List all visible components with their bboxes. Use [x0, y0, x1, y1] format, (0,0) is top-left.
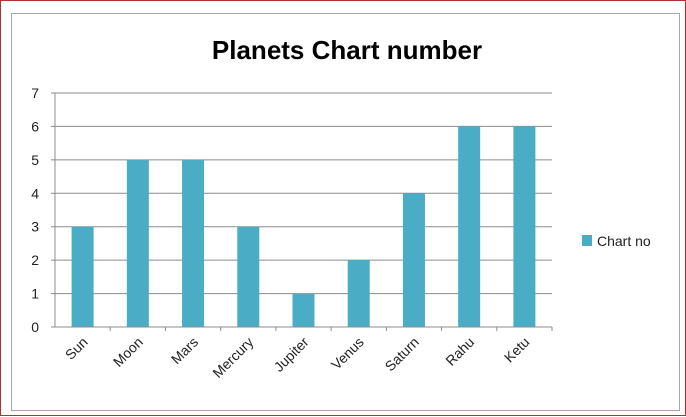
chart-area: [11, 13, 680, 411]
legend: Chart no: [582, 233, 651, 249]
x-tick-label: Rahu: [442, 334, 477, 369]
x-tick-label: Saturn: [382, 334, 422, 374]
bar-venus: [347, 260, 370, 327]
x-tick-label: Jupiter: [271, 334, 312, 375]
bar-mercury: [237, 226, 260, 327]
x-tick-label: Mars: [168, 334, 201, 367]
x-tick-label: Moon: [110, 334, 146, 370]
y-tick-label: 5: [31, 152, 39, 168]
y-tick-label: 6: [31, 118, 39, 134]
legend-label: Chart no: [597, 233, 651, 249]
y-axis-ticks: 0 1 2 3 4 5 6 7: [31, 85, 55, 335]
bar-saturn: [402, 193, 425, 327]
chart-title: Planets Chart number: [212, 35, 482, 65]
y-tick-label: 0: [31, 319, 39, 335]
bars: [71, 126, 536, 327]
y-tick-label: 4: [31, 185, 39, 201]
bar-sun: [71, 226, 94, 327]
y-tick-label: 1: [31, 286, 39, 302]
bar-jupiter: [292, 293, 315, 327]
x-axis-ticks: Sun Moon Mars Mercury Jupiter Venus Saturn Rahu…: [62, 327, 553, 381]
bar-ketu: [513, 126, 536, 327]
x-tick-label: Venus: [328, 334, 367, 373]
x-tick-label: Ketu: [501, 334, 533, 366]
y-tick-label: 3: [31, 219, 39, 235]
y-tick-label: 2: [31, 252, 39, 268]
bar-moon: [126, 159, 149, 327]
x-tick-label: Mercury: [209, 334, 256, 381]
bar-rahu: [458, 126, 481, 327]
legend-swatch: [582, 235, 592, 246]
bar-mars: [182, 159, 205, 327]
x-tick-label: Sun: [62, 334, 91, 363]
y-tick-label: 7: [31, 85, 39, 101]
